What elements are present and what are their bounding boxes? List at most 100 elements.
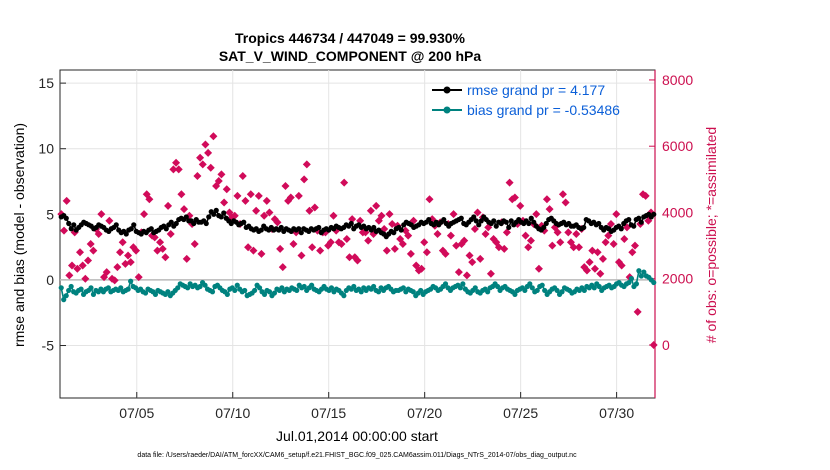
bias-point	[442, 281, 449, 287]
bias-point	[626, 279, 632, 286]
rmse-point	[203, 220, 209, 227]
obs-point	[398, 239, 407, 248]
bias-point	[375, 289, 382, 295]
obs-point	[134, 273, 143, 282]
obs-point	[404, 231, 413, 240]
obs-point	[364, 236, 373, 245]
obs-point	[254, 191, 263, 200]
obs-point	[561, 198, 570, 207]
obs-point	[177, 190, 186, 199]
rmse-point	[543, 220, 549, 227]
obs-point	[276, 244, 285, 253]
obs-point	[454, 268, 463, 277]
obs-point	[641, 191, 650, 200]
obs-point	[564, 228, 573, 237]
obs-point	[214, 176, 223, 185]
obs-point	[158, 244, 167, 253]
obs-point	[476, 254, 485, 263]
bias-point	[142, 290, 149, 296]
x-tick-label: 07/25	[503, 405, 538, 421]
bias-point	[152, 291, 159, 297]
y-right-ticks: 8000 6000 4000 2000 0	[662, 72, 693, 353]
obs-point	[198, 160, 207, 169]
obs-point	[222, 185, 231, 194]
obs-point	[105, 216, 114, 225]
obs-point	[574, 243, 583, 252]
obs-point	[606, 220, 615, 229]
obs-point	[406, 249, 415, 258]
obs-point	[241, 196, 250, 205]
y-left-ticks: 15 10 5 0 -5	[38, 75, 54, 353]
obs-point	[278, 263, 287, 272]
obs-point	[249, 246, 258, 255]
y-left-tick-label: -5	[42, 338, 55, 354]
bias-point	[641, 269, 647, 275]
bias-point	[279, 285, 285, 291]
obs-point	[126, 258, 135, 267]
obs-point	[166, 230, 175, 238]
bias-point	[596, 283, 602, 290]
bias-point	[529, 285, 535, 291]
obs-point	[60, 226, 69, 235]
bias-point	[542, 287, 548, 294]
x-tick-label: 07/10	[215, 405, 250, 421]
obs-point	[81, 274, 90, 283]
y-left-tick-label: 15	[38, 75, 54, 91]
obs-point	[76, 248, 85, 257]
obs-point	[433, 230, 442, 238]
obs-point	[124, 251, 133, 260]
bias-point	[261, 291, 268, 297]
rmse-point	[183, 214, 189, 220]
bias-point	[128, 278, 134, 284]
obs-point	[545, 205, 554, 214]
bias-point	[125, 286, 131, 292]
bias-point	[628, 276, 635, 282]
bias-point	[105, 285, 111, 291]
bias-point	[118, 285, 124, 291]
y-axis-right-label: # of obs: o=possible; *=assimilated	[703, 127, 719, 343]
rmse-point	[651, 211, 657, 217]
obs-point	[252, 206, 261, 215]
rmse-point	[211, 211, 217, 217]
x-tick-label: 07/15	[311, 405, 346, 421]
obs-point	[446, 231, 455, 240]
bias-point	[197, 283, 203, 290]
rmse-point	[391, 230, 397, 236]
bias-point	[554, 287, 560, 294]
obs-point	[348, 215, 357, 224]
obs-point	[273, 218, 282, 227]
obs-point	[286, 193, 295, 202]
obs-point	[534, 264, 543, 273]
legend: rmse grand pr = 4.177 bias grand pr = -0…	[432, 82, 620, 118]
bias-point	[68, 283, 74, 290]
y-axis-left-label: rmse and bias (model - observation)	[11, 123, 27, 347]
bias-point	[371, 283, 377, 290]
obs-point	[425, 195, 434, 204]
obs-point	[172, 158, 181, 167]
bias-point	[209, 289, 216, 295]
obs-point	[630, 241, 639, 250]
obs-point	[110, 276, 119, 285]
legend-rmse-marker	[443, 86, 451, 94]
x-axis-label: Jul.01,2014 00:00:00 start	[276, 428, 438, 444]
rmse-point	[478, 218, 484, 224]
bias-point	[418, 287, 424, 294]
rmse-point	[131, 222, 137, 228]
obs-point	[612, 210, 621, 219]
obs-point	[441, 249, 450, 258]
obs-point	[294, 191, 303, 200]
obs-point	[102, 268, 111, 277]
obs-point	[118, 238, 127, 247]
obs-point	[524, 243, 533, 252]
obs-point	[230, 211, 239, 220]
y-left-tick-label: 10	[38, 141, 54, 157]
obs-point	[174, 165, 183, 174]
bias-point	[633, 281, 640, 287]
bias-point	[234, 282, 240, 288]
bias-point	[485, 289, 491, 295]
obs-point	[473, 208, 482, 217]
obs-point	[449, 210, 458, 219]
legend-bias-label: bias grand pr = -0.53486	[467, 102, 620, 118]
bias-point	[185, 285, 191, 291]
obs-point	[342, 234, 351, 243]
